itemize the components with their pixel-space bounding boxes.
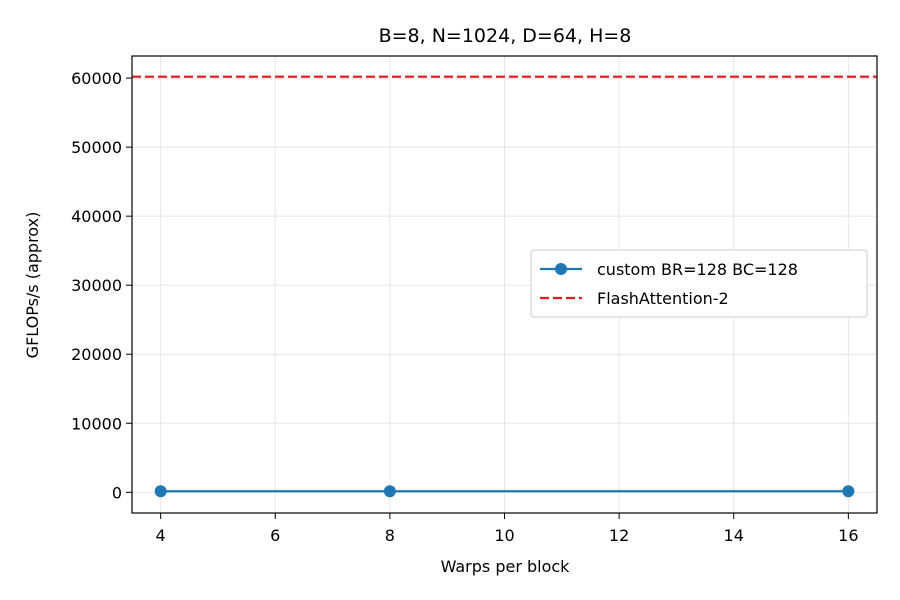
chart-title: B=8, N=1024, D=64, H=8 — [379, 25, 632, 47]
x-tick-label: 14 — [724, 526, 744, 545]
legend-marker — [555, 263, 567, 275]
y-tick-label: 40000 — [71, 207, 122, 226]
x-tick-label: 8 — [385, 526, 395, 545]
data-point — [154, 485, 167, 498]
x-tick-label: 16 — [838, 526, 858, 545]
ticks: 4 6 8 10 12 14 16 0 10000 20000 30000 40000 50000 600… — [71, 69, 858, 545]
y-tick-label: 20000 — [71, 345, 122, 364]
series-layer — [154, 485, 855, 498]
x-tick-label: 6 — [270, 526, 280, 545]
data-point — [842, 485, 855, 498]
y-tick-label: 0 — [112, 483, 122, 502]
x-tick-label: 10 — [494, 526, 514, 545]
x-tick-label: 4 — [156, 526, 166, 545]
legend-box — [530, 249, 868, 318]
y-tick-label: 50000 — [71, 138, 122, 157]
x-tick-label: 12 — [609, 526, 629, 545]
y-tick-label: 60000 — [71, 69, 122, 88]
legend: custom BR=128 BC=128 FlashAttention-2 — [530, 249, 868, 318]
y-tick-label: 30000 — [71, 276, 122, 295]
legend-label: FlashAttention-2 — [597, 289, 729, 308]
y-axis-label: GFLOPs/s (approx) — [23, 212, 42, 359]
y-tick-label: 10000 — [71, 414, 122, 433]
x-axis-label: Warps per block — [441, 557, 571, 576]
legend-label: custom BR=128 BC=128 — [597, 260, 798, 279]
data-point — [383, 485, 396, 498]
